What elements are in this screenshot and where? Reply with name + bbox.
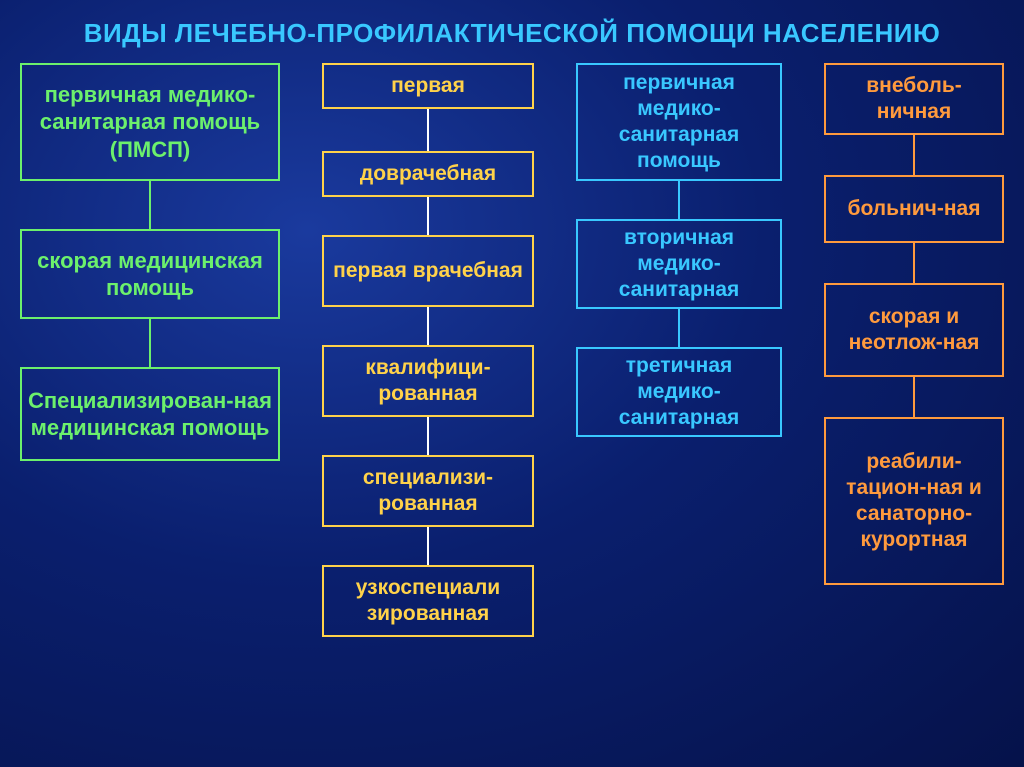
node-0-1: скорая медицинская помощь	[20, 229, 280, 319]
connector-0-1	[149, 319, 151, 367]
node-3-1: больнич-ная	[824, 175, 1004, 243]
connector-1-0	[427, 109, 429, 151]
connector-2-1	[678, 309, 680, 347]
connector-2-0	[678, 181, 680, 219]
node-2-0: первичная медико-санитарная помощь	[576, 63, 782, 181]
node-1-5: узкоспециали зированная	[322, 565, 534, 637]
node-1-0: первая	[322, 63, 534, 109]
node-3-0: внеболь-ничная	[824, 63, 1004, 135]
column-2: первичная медико-санитарная помощь вторич…	[576, 63, 782, 637]
connector-1-4	[427, 527, 429, 565]
connector-3-1	[913, 243, 915, 283]
node-0-0: первичная медико-санитарная помощь (ПМСП…	[20, 63, 280, 181]
node-1-1: доврачебная	[322, 151, 534, 197]
column-3: внеболь-ничная больнич-ная скорая и неотло…	[824, 63, 1004, 637]
connector-1-2	[427, 307, 429, 345]
connector-3-0	[913, 135, 915, 175]
diagram-title: ВИДЫ ЛЕЧЕБНО-ПРОФИЛАКТИЧЕСКОЙ ПОМОЩИ НАС…	[0, 0, 1024, 63]
node-1-4: специализи-рованная	[322, 455, 534, 527]
node-3-3: реабили-тацион-ная и санаторно-курортная	[824, 417, 1004, 585]
node-3-2: скорая и неотлож-ная	[824, 283, 1004, 377]
node-2-1: вторичная медико-санитарная	[576, 219, 782, 309]
node-2-2: третичная медико-санитарная	[576, 347, 782, 437]
node-0-2: Специализирован-ная медицинская помощь	[20, 367, 280, 461]
node-1-2: первая врачебная	[322, 235, 534, 307]
node-1-3: квалифици-рованная	[322, 345, 534, 417]
columns-container: первичная медико-санитарная помощь (ПМСП…	[0, 63, 1024, 637]
column-0: первичная медико-санитарная помощь (ПМСП…	[20, 63, 280, 637]
connector-1-1	[427, 197, 429, 235]
connector-0-0	[149, 181, 151, 229]
connector-1-3	[427, 417, 429, 455]
connector-3-2	[913, 377, 915, 417]
column-1: первая доврачебная первая врачебная квалифи…	[322, 63, 534, 637]
